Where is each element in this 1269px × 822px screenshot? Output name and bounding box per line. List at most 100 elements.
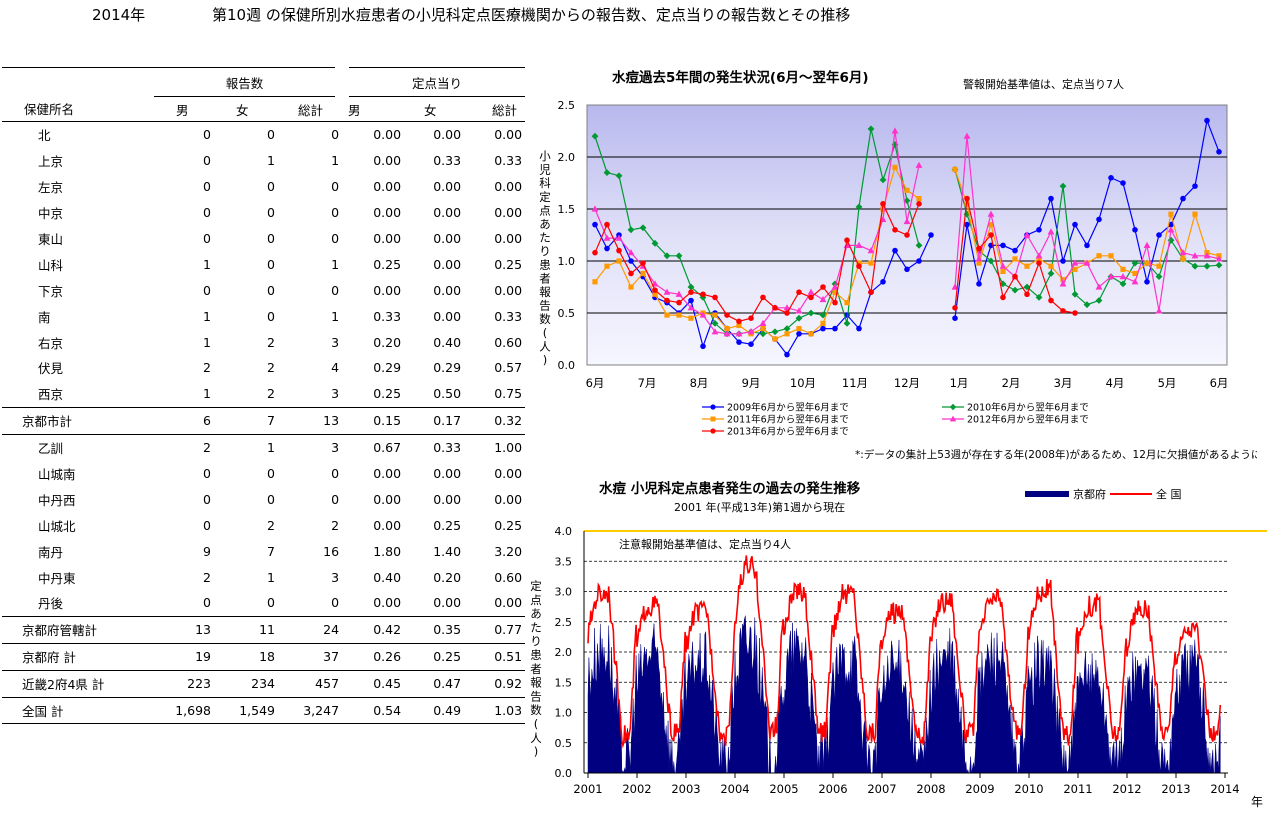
legend-marker	[710, 428, 716, 434]
data-point	[1180, 256, 1186, 262]
table-row: 京都市計 6 7 13 0.15 0.17 0.32	[2, 407, 526, 435]
data-point	[687, 283, 695, 291]
x-tick-label: 11月	[842, 376, 868, 390]
x-tick-label: 3月	[1054, 376, 1073, 390]
data-point	[903, 217, 911, 225]
row-cell: 0.35	[404, 616, 465, 644]
data-point	[736, 318, 742, 325]
row-cell: 0	[331, 127, 340, 143]
y-tick-label: 1.0	[558, 255, 576, 268]
row-cell: 6	[154, 407, 214, 435]
row-cell: 0.92	[464, 670, 526, 698]
x-tick-label: 2004	[720, 782, 749, 796]
row-cell: 0	[331, 282, 340, 298]
row-cell: 0.33	[494, 308, 523, 324]
data-point	[724, 312, 730, 318]
data-point	[1059, 182, 1067, 190]
row-cell: 0.47	[404, 670, 465, 698]
row-cell: 2	[267, 334, 275, 350]
y-axis-label-char: 数	[530, 703, 542, 717]
data-point	[1204, 117, 1210, 124]
series-5	[592, 195, 1078, 325]
data-point	[1180, 195, 1186, 202]
table-row: 南丹 9 7 16 1.80 1.40 3.20	[2, 538, 525, 564]
row-cell: 13	[154, 616, 214, 644]
table-row: 近畿2府4県 計 223 234 457 0.45 0.47 0.92	[2, 670, 526, 698]
data-point	[916, 196, 922, 202]
row-cell: 457	[278, 670, 343, 698]
data-point	[964, 195, 970, 202]
row-cell: 1	[331, 256, 340, 272]
data-point	[603, 234, 611, 241]
data-point	[1023, 231, 1031, 238]
row-cell: 1	[154, 380, 214, 408]
legend-item: 2012年6月から翌年6月まで	[942, 414, 1089, 426]
data-point	[688, 297, 694, 304]
row-cell: 0	[203, 179, 211, 195]
row-name: 右京	[38, 335, 64, 351]
data-point	[591, 205, 599, 212]
row-cell: 0.00	[433, 466, 462, 482]
data-point	[675, 290, 683, 297]
y-tick-label: 1.5	[558, 203, 576, 216]
row-cell: 1.80	[373, 543, 402, 559]
data-point	[1203, 252, 1211, 259]
row-cell: 1	[203, 256, 211, 272]
data-point	[1000, 242, 1006, 249]
row-name: 西京	[2, 380, 154, 408]
row-cell: 0.25	[494, 256, 523, 272]
data-point	[880, 279, 886, 285]
data-point	[723, 330, 731, 337]
data-point	[591, 132, 599, 140]
data-point	[964, 221, 970, 228]
data-point	[1012, 247, 1018, 254]
x-tick-label: 7月	[638, 376, 657, 390]
data-point	[760, 326, 766, 332]
data-point	[963, 132, 971, 139]
data-point	[711, 328, 719, 335]
title-text: 第10週 の保健所別水痘患者の小児科定点医療機関からの報告数、定点当りの報告数と…	[212, 6, 851, 24]
x-tick-label: 2008	[916, 782, 945, 796]
row-cell: 0.67	[373, 440, 402, 456]
legend-label: 2013年6月から翌年6月まで	[727, 426, 849, 438]
y-axis-label-char: 点	[530, 593, 542, 607]
data-point	[844, 237, 850, 243]
data-point	[1120, 180, 1126, 186]
data-point	[1012, 256, 1018, 262]
data-point	[1095, 297, 1103, 304]
data-point	[1084, 242, 1090, 249]
table-row: 北 0 0 0 0.00 0.00 0.00	[2, 122, 525, 148]
data-point	[736, 322, 742, 329]
data-point	[916, 201, 922, 207]
data-point	[796, 289, 802, 295]
data-point	[1167, 226, 1175, 233]
row-cell: 9	[203, 543, 211, 559]
data-point	[795, 314, 803, 322]
data-point	[759, 319, 767, 326]
y-tick-label: 2.5	[555, 616, 573, 629]
row-cell: 0.00	[433, 205, 462, 221]
x-tick-label: 2009	[965, 782, 994, 796]
y-tick-label: 1.5	[555, 676, 573, 689]
y-tick-label: 1.0	[555, 707, 573, 720]
y-axis-label-char: 告	[530, 689, 542, 703]
row-cell: 1	[331, 153, 340, 169]
row-cell: 0.00	[494, 466, 523, 482]
y-axis-label-char: り	[530, 634, 542, 648]
data-point	[820, 284, 826, 290]
data-point	[687, 304, 695, 311]
row-cell: 0.00	[373, 205, 402, 221]
data-point	[663, 288, 671, 295]
table-row: 南 1 0 1 0.33 0.00 0.33	[2, 303, 525, 329]
row-cell: 0	[203, 491, 211, 507]
row-cell: 13	[278, 407, 343, 435]
row-name: 丹後	[2, 590, 154, 617]
data-point	[1083, 301, 1091, 309]
data-point	[1071, 290, 1079, 298]
row-cell: 1.00	[494, 440, 523, 456]
y-axis-label-char: 報	[539, 285, 551, 299]
row-cell: 0	[203, 466, 211, 482]
data-point	[711, 320, 719, 327]
row-cell: 0.00	[494, 205, 523, 221]
data-point	[1156, 263, 1162, 269]
